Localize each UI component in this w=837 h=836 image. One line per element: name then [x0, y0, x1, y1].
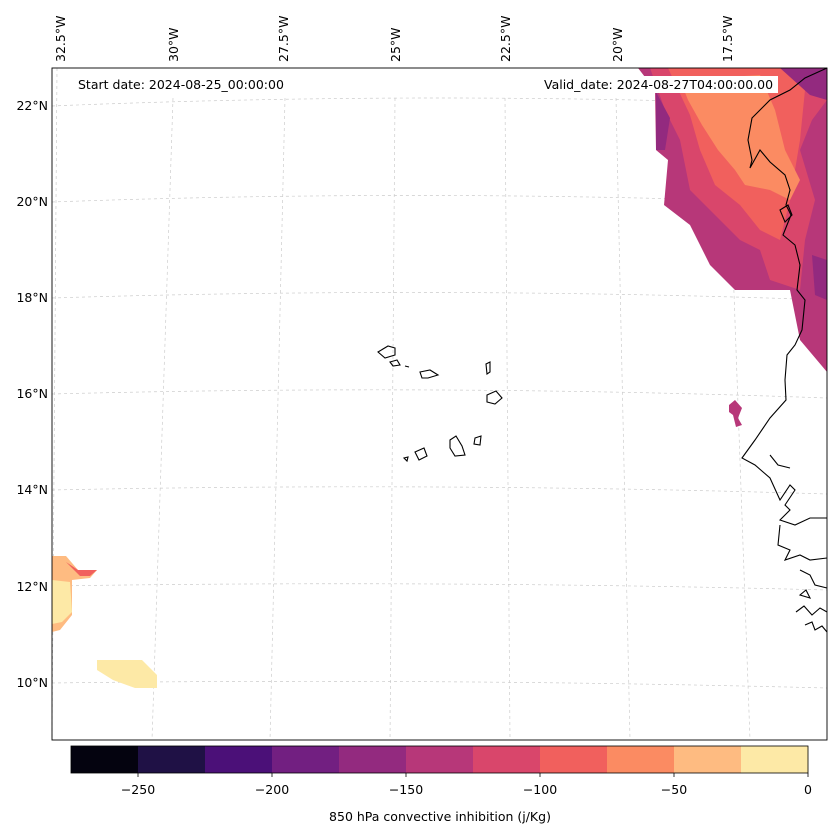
lat-label-10n: 10°N: [16, 675, 48, 690]
coast-small-island-1: [798, 589, 812, 599]
colorbar-segment: [272, 746, 340, 773]
gridline-lat-14: [51, 486, 828, 495]
lon-label-25w: 25°W: [388, 27, 403, 62]
colorbar-frame: [70, 745, 809, 774]
gridline-lat-20: [51, 195, 828, 205]
cin-contour-150: [780, 68, 827, 100]
colorbar-segment: [540, 746, 608, 773]
gridline-lon-22-5: [504, 97, 511, 741]
gridline-lon-25: [389, 97, 396, 741]
cin-contour-0-west: [52, 580, 72, 624]
colorbar-segment: [138, 746, 206, 773]
gridline-lat-16: [51, 389, 828, 399]
lat-label-18n: 18°N: [16, 290, 48, 305]
cin-fill-southwest: [52, 556, 157, 688]
cin-contour-150-b: [656, 92, 670, 150]
colorbar-segment: [473, 746, 541, 773]
colorbar-tick-label: −150: [388, 782, 424, 797]
colorbar-segment: [205, 746, 273, 773]
colorbar-segment: [607, 746, 675, 773]
coast-guinea-islands: [795, 605, 828, 616]
map-frame: [51, 67, 828, 741]
coast-bijagos: [804, 621, 828, 633]
colorbar-segment: [71, 746, 139, 773]
coast-senegal-gambia: [777, 524, 828, 561]
colorbar-tick-label: −200: [254, 782, 290, 797]
lat-label-22n: 22°N: [16, 98, 48, 113]
lon-label-22-5w: 22.5°W: [498, 15, 513, 62]
colorbar-tick-label: −250: [120, 782, 156, 797]
island-sao-vicente: [389, 359, 401, 367]
colorbar-segment: [741, 746, 809, 773]
gridline-lat-12: [51, 583, 828, 591]
coast-banc-arguin: [779, 204, 793, 223]
coast-african-inlet: [769, 454, 791, 469]
gridline-lat-22: [51, 97, 828, 107]
island-maio: [473, 435, 482, 446]
lon-label-30w: 30°W: [166, 27, 181, 62]
gridline-lon-32-5: [51, 67, 58, 741]
valid-date-label: Valid_date: 2024-08-27T04:00:00.00: [539, 76, 779, 93]
gridline-lon-20: [615, 97, 631, 741]
start-date-label: Start date: 2024-08-25_00:00:00: [73, 76, 289, 93]
colorbar-segment: [674, 746, 742, 773]
gridline-lat-10: [51, 680, 828, 689]
lat-label-16n: 16°N: [16, 386, 48, 401]
island-fogo: [414, 447, 428, 461]
colorbar: [70, 745, 809, 777]
lat-label-12n: 12°N: [16, 579, 48, 594]
island-sal: [485, 361, 491, 375]
cin-contour-150-c: [812, 255, 827, 300]
colorbar-tick-label: 0: [804, 782, 812, 797]
cin-fill-northeast: [638, 68, 827, 427]
lat-label-20n: 20°N: [16, 194, 48, 209]
island-santo-antao: [377, 345, 396, 359]
colorbar-segment: [339, 746, 407, 773]
coast-guinea-bissau: [799, 569, 828, 589]
africa-coastline: [741, 67, 828, 526]
gridline-lon-30: [151, 97, 174, 741]
lon-label-27-5w: 27.5°W: [276, 15, 291, 62]
colorbar-tick-label: −50: [660, 782, 688, 797]
coastlines: [377, 67, 828, 633]
colorbar-label: 850 hPa convective inhibition (j/Kg): [329, 809, 551, 824]
island-santa-luzia: [404, 365, 410, 368]
island-boa-vista: [486, 390, 503, 405]
island-santiago: [449, 435, 466, 457]
gridline-lon-27-5: [269, 97, 286, 741]
island-brava: [402, 456, 409, 463]
gridline-lon-17-5: [726, 97, 751, 741]
lon-label-17-5w: 17.5°W: [720, 15, 735, 62]
colorbar-segment: [406, 746, 474, 773]
cin-contour-0-southwest: [97, 660, 157, 688]
gridline-lat-18: [51, 292, 828, 301]
cin-contour-50: [680, 75, 800, 200]
gridlines: [51, 67, 828, 741]
cin-spot-small: [729, 400, 742, 427]
colorbar-tick-label: −100: [522, 782, 558, 797]
lon-label-20w: 20°W: [610, 27, 625, 62]
lat-label-14n: 14°N: [16, 482, 48, 497]
lon-label-32-5w: 32.5°W: [53, 15, 68, 62]
island-sao-nicolau: [419, 369, 440, 379]
cin-contour-50-west: [66, 562, 97, 576]
